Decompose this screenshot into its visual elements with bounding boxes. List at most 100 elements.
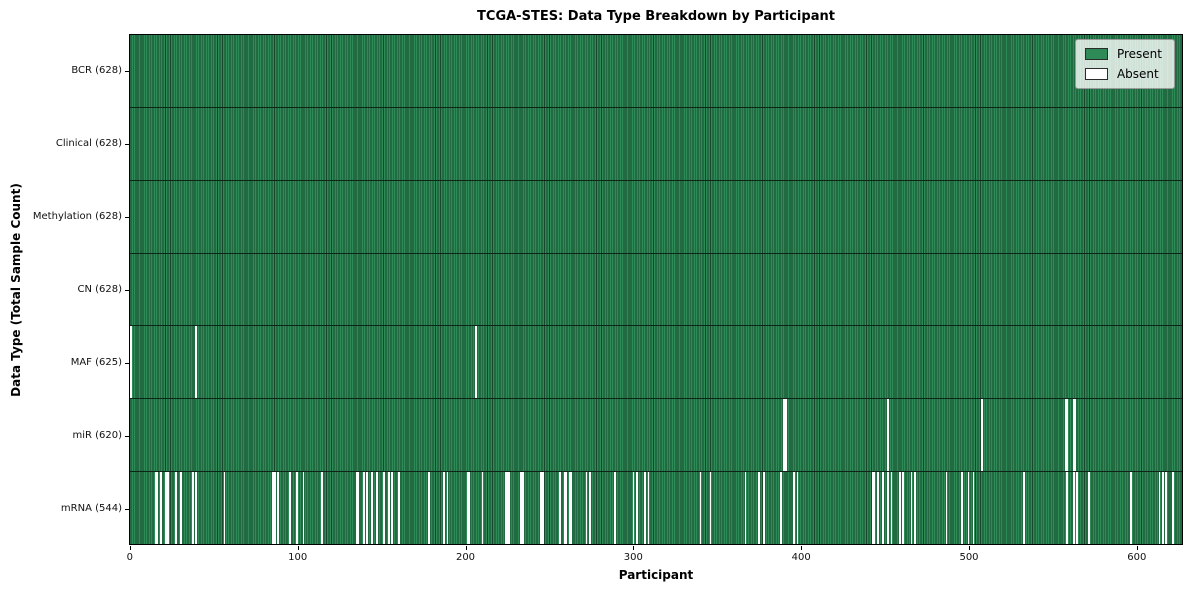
ytick-label-Clinical: Clinical (628) [55, 137, 122, 149]
heatmap-row-mRNA [130, 472, 1182, 545]
heatmap-row-Clinical [130, 107, 1182, 181]
absent-stripe-mRNA [1130, 472, 1132, 545]
xtick-label-500: 500 [959, 552, 979, 563]
absent-stripe-mRNA [967, 472, 970, 545]
absent-stripe-mRNA [391, 472, 393, 545]
legend-absent-swatch [1084, 68, 1108, 80]
absent-stripe-mRNA [744, 472, 747, 545]
legend-item-present: Present [1084, 47, 1162, 61]
absent-stripe-MAF [475, 326, 477, 399]
absent-stripe-mRNA [877, 472, 879, 545]
absent-stripe-mRNA [568, 472, 573, 545]
absent-stripe-mRNA [887, 472, 889, 545]
ytick-label-BCR: BCR (628) [71, 64, 122, 76]
absent-stripe-miR [783, 399, 787, 472]
xtick-label-400: 400 [791, 552, 811, 563]
x-axis-label: Participant [618, 568, 694, 582]
absent-stripe-mRNA [195, 472, 197, 545]
absent-stripe-miR [1073, 399, 1077, 472]
absent-stripe-mRNA [945, 472, 948, 545]
absent-stripe-mRNA [366, 472, 368, 545]
absent-stripe-mRNA [585, 472, 588, 545]
absent-stripe-mRNA [793, 472, 796, 545]
absent-stripe-mRNA [520, 472, 524, 545]
xtick-label-100: 100 [288, 552, 308, 563]
absent-stripe-mRNA [972, 472, 975, 545]
absent-stripe-mRNA [356, 472, 360, 545]
heatmap-row-miR [130, 399, 1182, 473]
absent-stripe-mRNA [796, 472, 799, 545]
absent-stripe-miR [1064, 399, 1069, 472]
absent-stripe-mRNA [302, 472, 305, 545]
ytick-mark [125, 144, 129, 145]
absent-stripe-mRNA [1161, 472, 1164, 545]
heatmap-row-BCR [130, 35, 1182, 108]
absent-stripe-mRNA [481, 472, 484, 545]
absent-stripe-mRNA [175, 472, 177, 545]
absent-stripe-mRNA [443, 472, 445, 545]
xtick-mark [1137, 546, 1138, 550]
absent-stripe-mRNA [614, 472, 616, 545]
absent-stripe-mRNA [644, 472, 646, 545]
ytick-mark [125, 509, 129, 510]
absent-stripe-mRNA [635, 472, 638, 545]
xtick-label-600: 600 [1127, 552, 1147, 563]
plot-area [129, 34, 1183, 545]
xtick-label-200: 200 [455, 552, 476, 563]
xtick-label-0: 0 [126, 552, 134, 563]
xtick-mark [633, 546, 634, 550]
absent-stripe-mRNA [466, 472, 471, 545]
absent-stripe-mRNA [699, 472, 702, 545]
absent-stripe-mRNA [272, 472, 276, 545]
absent-stripe-mRNA [898, 472, 901, 545]
absent-stripe-mRNA [882, 472, 884, 545]
absent-stripe-MAF [130, 326, 132, 399]
absent-stripe-mRNA [1066, 472, 1069, 545]
heatmap-row-Methylation [130, 180, 1182, 254]
absent-stripe-mRNA [428, 472, 430, 545]
absent-stripe-mRNA [320, 472, 323, 545]
ytick-mark [125, 436, 129, 437]
ytick-mark [125, 217, 129, 218]
xtick-label-300: 300 [623, 552, 643, 563]
absent-stripe-mRNA [913, 472, 916, 545]
absent-stripe-mRNA [588, 472, 591, 545]
absent-stripe-mRNA [558, 472, 561, 545]
absent-stripe-mRNA [505, 472, 511, 545]
chart-title: TCGA-STES: Data Type Breakdown by Partic… [477, 9, 835, 24]
absent-stripe-mRNA [446, 472, 449, 545]
absent-stripe-mRNA [1073, 472, 1075, 545]
absent-stripe-mRNA [632, 472, 635, 545]
absent-stripe-mRNA [709, 472, 712, 545]
xtick-mark [801, 546, 802, 550]
absent-stripe-mRNA [647, 472, 650, 545]
xtick-mark [466, 546, 467, 550]
absent-stripe-mRNA [890, 472, 893, 545]
absent-stripe-mRNA [398, 472, 400, 545]
legend-absent-label: Absent [1116, 67, 1159, 81]
absent-stripe-mRNA [563, 472, 568, 545]
ytick-label-MAF: MAF (625) [70, 356, 122, 368]
absent-stripe-mRNA [1076, 472, 1079, 545]
absent-stripe-mRNA [872, 472, 876, 545]
absent-stripe-mRNA [223, 472, 226, 545]
absent-stripe-mRNA [289, 472, 291, 545]
absent-stripe-mRNA [160, 472, 162, 545]
absent-stripe-miR [887, 399, 889, 472]
absent-stripe-mRNA [779, 472, 782, 545]
absent-stripe-MAF [195, 326, 197, 399]
absent-stripe-mRNA [191, 472, 194, 545]
legend-present-swatch [1084, 48, 1108, 60]
absent-stripe-mRNA [758, 472, 760, 545]
legend: Present Absent [1074, 39, 1175, 89]
legend-present-label: Present [1116, 47, 1162, 61]
absent-stripe-mRNA [1165, 472, 1167, 545]
absent-stripe-mRNA [382, 472, 385, 545]
ytick-mark [125, 71, 129, 72]
legend-item-absent: Absent [1084, 67, 1162, 81]
absent-stripe-mRNA [376, 472, 378, 545]
ytick-label-Methylation: Methylation (628) [32, 210, 122, 222]
absent-stripe-mRNA [362, 472, 365, 545]
xtick-mark [130, 546, 131, 550]
